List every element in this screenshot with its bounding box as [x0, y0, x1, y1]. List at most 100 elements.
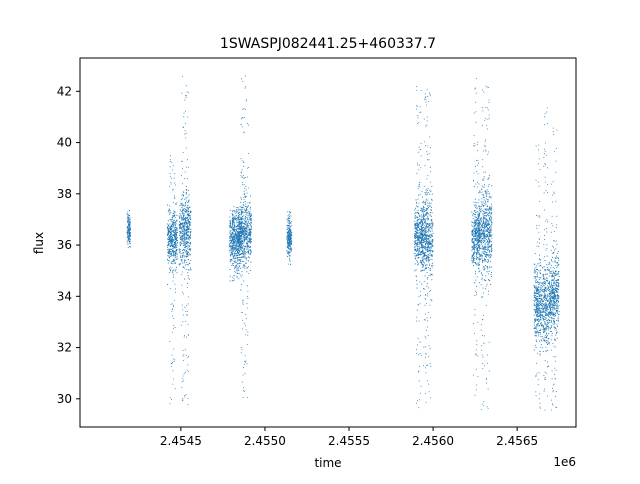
data-point — [484, 229, 486, 231]
data-point — [427, 205, 429, 207]
data-point — [538, 287, 540, 289]
data-point — [479, 191, 481, 193]
data-point — [189, 248, 192, 250]
data-point — [171, 254, 173, 256]
data-point — [422, 251, 424, 253]
data-point — [474, 88, 476, 90]
data-point — [287, 227, 289, 229]
data-point — [486, 230, 488, 232]
data-point — [476, 247, 478, 249]
data-point — [181, 381, 183, 383]
data-point — [490, 203, 492, 205]
data-point — [127, 247, 129, 249]
data-point — [188, 199, 190, 201]
data-point — [486, 266, 488, 268]
data-point — [183, 314, 185, 316]
data-point — [424, 232, 426, 234]
data-point — [175, 259, 177, 261]
data-point — [485, 194, 488, 196]
data-point — [127, 219, 129, 222]
data-point — [243, 265, 245, 267]
data-point — [172, 165, 174, 167]
data-point — [429, 260, 431, 262]
data-point — [537, 315, 539, 318]
data-point — [422, 247, 424, 249]
data-point — [489, 219, 491, 222]
data-point — [169, 267, 171, 269]
data-point — [484, 232, 486, 234]
data-point — [187, 364, 189, 366]
data-point — [248, 256, 250, 258]
data-point — [174, 215, 175, 217]
data-point — [424, 203, 426, 206]
data-point — [187, 237, 189, 239]
data-point — [422, 259, 424, 261]
data-point — [129, 224, 131, 226]
data-point — [172, 189, 174, 191]
data-point — [484, 171, 486, 173]
data-point — [231, 247, 233, 249]
data-point — [430, 242, 432, 244]
data-point — [419, 281, 421, 283]
data-point — [428, 223, 430, 225]
data-point — [169, 341, 171, 343]
data-point — [540, 259, 542, 261]
data-point — [426, 214, 428, 216]
data-point — [417, 164, 419, 166]
data-point — [541, 297, 543, 299]
data-point — [431, 221, 433, 223]
data-point — [235, 243, 237, 245]
data-point — [186, 261, 188, 263]
data-point — [427, 254, 429, 256]
data-point — [249, 249, 251, 251]
data-point — [170, 252, 172, 254]
data-point — [478, 253, 480, 255]
data-point — [238, 229, 240, 231]
data-point — [432, 244, 434, 247]
data-point — [187, 210, 189, 212]
data-point — [427, 267, 429, 269]
data-point — [474, 314, 476, 316]
data-point — [417, 206, 419, 208]
data-point — [414, 209, 416, 211]
data-point — [534, 309, 536, 311]
data-point — [476, 181, 478, 183]
data-point — [421, 211, 423, 213]
data-point — [473, 135, 475, 137]
data-point — [432, 238, 434, 241]
data-point — [483, 184, 486, 186]
data-point — [415, 257, 417, 259]
data-point — [174, 230, 176, 232]
data-point — [171, 303, 173, 305]
data-point — [478, 240, 481, 242]
data-point — [414, 217, 416, 219]
data-point — [245, 75, 247, 77]
data-point — [291, 225, 293, 227]
data-point — [243, 177, 245, 179]
data-point — [240, 238, 242, 240]
data-point — [539, 305, 541, 307]
data-point — [170, 233, 172, 235]
data-point — [487, 261, 489, 263]
data-point — [231, 246, 233, 248]
data-point — [417, 251, 419, 253]
data-point — [240, 257, 242, 259]
data-point — [249, 215, 251, 218]
data-point — [232, 265, 234, 267]
data-point — [232, 217, 234, 219]
data-point — [419, 240, 421, 242]
data-point — [184, 349, 186, 351]
data-point — [482, 194, 484, 196]
data-point — [173, 232, 176, 234]
data-point — [484, 234, 486, 236]
data-point — [482, 179, 484, 181]
data-point — [187, 223, 189, 225]
data-point — [175, 250, 177, 252]
data-point — [539, 259, 541, 261]
data-point — [534, 253, 536, 255]
data-point — [428, 234, 430, 236]
data-point — [240, 253, 242, 255]
data-point — [424, 304, 426, 306]
data-point — [173, 274, 175, 276]
data-point — [424, 97, 426, 99]
